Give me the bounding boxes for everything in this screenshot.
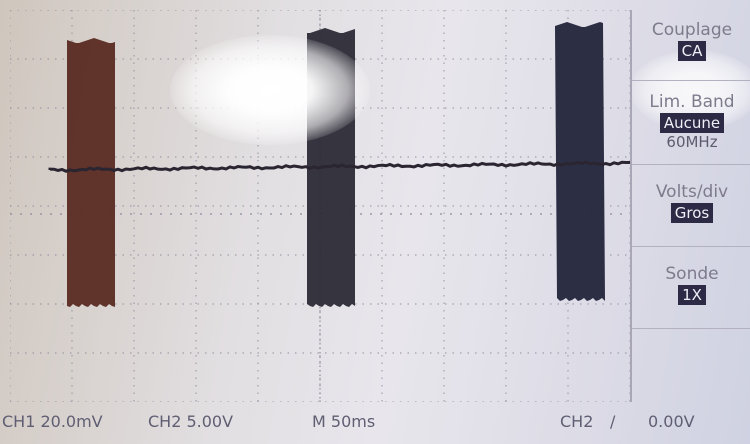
signal-burst-1 xyxy=(67,38,115,307)
ch1-scale-readout: CH1 20.0mV xyxy=(2,412,103,431)
menu-coupling-value: CA xyxy=(677,41,707,61)
timebase-readout: M 50ms xyxy=(312,412,376,431)
menu-divider xyxy=(632,164,750,165)
menu-probe-value: 1X xyxy=(678,285,706,305)
menu-divider xyxy=(632,80,750,81)
menu-probe[interactable]: Sonde 1X xyxy=(632,264,750,305)
menu-bandwidth-title: Lim. Band xyxy=(649,92,735,112)
trigger-source-readout: CH2 xyxy=(560,412,594,431)
baseline-trace xyxy=(48,160,631,173)
ch2-scale-readout: CH2 5.00V xyxy=(148,412,234,431)
menu-coupling[interactable]: Couplage CA xyxy=(632,20,750,61)
side-menu-panel: Couplage CA Lim. Band Aucune 60MHz Volts… xyxy=(630,10,750,402)
menu-volts-div-value: Gros xyxy=(670,203,714,223)
trigger-slope-icon: / xyxy=(610,412,616,431)
menu-volts-div-title: Volts/div xyxy=(655,182,729,202)
menu-coupling-title: Couplage xyxy=(651,20,733,40)
menu-probe-title: Sonde xyxy=(665,264,719,284)
trigger-level-readout: 0.00V xyxy=(648,412,695,431)
menu-divider xyxy=(632,246,750,247)
menu-divider xyxy=(632,328,750,329)
menu-bandwidth[interactable]: Lim. Band Aucune 60MHz xyxy=(632,92,750,151)
waveform-display xyxy=(9,9,631,403)
menu-bandwidth-extra: 60MHz xyxy=(666,133,718,151)
waveform-plot xyxy=(9,9,631,403)
signal-baseline xyxy=(48,160,631,173)
status-bar: CH1 20.0mV CH2 5.00V M 50ms CH2 / 0.00V xyxy=(0,402,750,444)
menu-bandwidth-value: Aucune xyxy=(659,113,725,133)
menu-volts-div[interactable]: Volts/div Gros xyxy=(632,182,750,223)
